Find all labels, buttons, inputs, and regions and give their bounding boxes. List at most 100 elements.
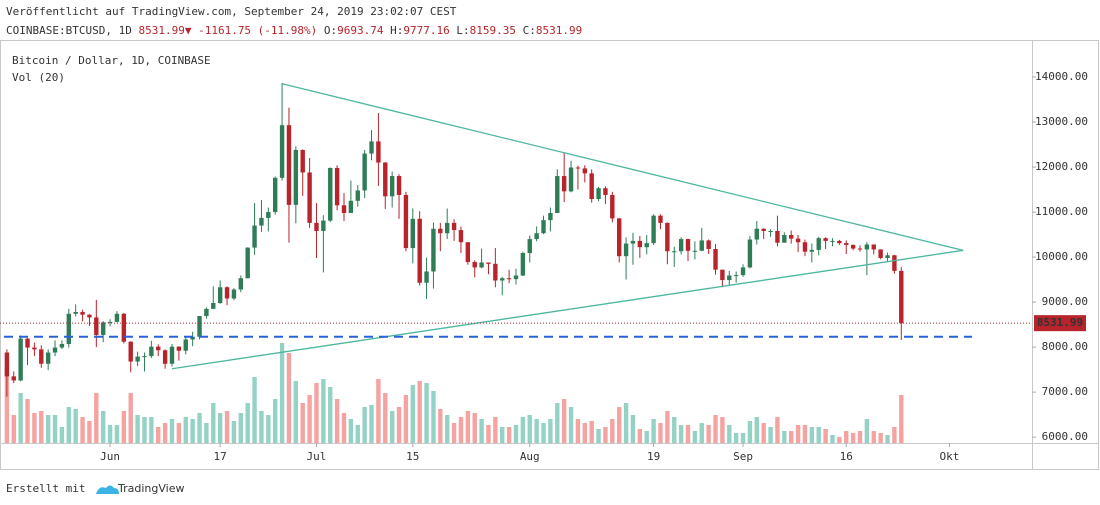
volume-bar xyxy=(555,403,560,443)
volume-bar xyxy=(162,423,168,443)
candle-body xyxy=(169,346,175,364)
candle-body xyxy=(279,125,285,178)
candle-body xyxy=(816,238,821,250)
volume-bar xyxy=(341,413,347,443)
volume-bar xyxy=(892,427,897,443)
candle-body xyxy=(101,322,106,335)
candle-body xyxy=(740,267,746,276)
y-tick-label: 9000.00 xyxy=(1042,295,1088,308)
volume-bar xyxy=(706,425,711,443)
candle-body xyxy=(197,316,202,337)
candle-body xyxy=(321,220,326,231)
volume-bar xyxy=(823,429,828,443)
candle-body xyxy=(857,248,863,250)
candle-body xyxy=(561,176,567,192)
candle-body xyxy=(582,168,587,174)
candle-body xyxy=(149,346,154,357)
volume-bar xyxy=(479,419,484,443)
candle-body xyxy=(73,312,78,314)
candle-body xyxy=(623,243,629,257)
volume-bar xyxy=(541,423,546,443)
x-tick-label: 19 xyxy=(647,450,660,463)
candle-body xyxy=(871,244,876,250)
candle-body xyxy=(11,376,16,381)
volume-bar xyxy=(176,423,182,443)
candle-body xyxy=(520,253,526,276)
y-tick-label: 6000.00 xyxy=(1042,430,1088,443)
volume-bar xyxy=(871,431,876,443)
volume-bar xyxy=(589,421,594,443)
y-tick-label: 8000.00 xyxy=(1042,340,1088,353)
y-tick-label: 11000.00 xyxy=(1035,205,1088,218)
volume-bar xyxy=(816,427,821,443)
volume-bar xyxy=(857,431,863,443)
candle-body xyxy=(369,141,374,154)
volume-bar xyxy=(899,395,904,443)
candle-body xyxy=(486,262,491,264)
candle-body xyxy=(142,356,147,358)
volume-bar xyxy=(169,419,175,443)
candle-body xyxy=(692,250,698,252)
volume-bar xyxy=(217,413,223,443)
candle-body xyxy=(286,125,292,205)
volume-bar xyxy=(506,427,512,443)
volume-bar xyxy=(266,415,271,443)
volume-bar xyxy=(273,399,278,443)
symbol-line: COINBASE:BTCUSD, 1D 8531.99▼ -1161.75 (-… xyxy=(6,24,582,37)
x-tick-label: 15 xyxy=(406,450,419,463)
volume-bar xyxy=(527,415,532,443)
logo-cloud xyxy=(96,485,119,494)
candle-body xyxy=(727,275,732,281)
volume-bar xyxy=(87,421,92,443)
candle-body xyxy=(431,228,436,272)
candle-body xyxy=(864,244,870,250)
brand-logo xyxy=(96,485,119,494)
volume-bar xyxy=(596,429,601,443)
volume-bar xyxy=(328,387,333,443)
volume-bar xyxy=(149,417,154,443)
volume-bar xyxy=(307,395,312,443)
candle-body xyxy=(25,338,30,348)
candle-body xyxy=(300,149,305,173)
candle-body xyxy=(307,172,312,223)
volume-bar xyxy=(431,391,436,443)
y-tick-label: 10000.00 xyxy=(1035,250,1088,263)
candle-body xyxy=(493,263,498,281)
volume-bar xyxy=(410,385,415,443)
candle-body xyxy=(472,262,477,268)
candle-body xyxy=(451,222,457,231)
volume-bar xyxy=(644,431,649,443)
x-tick-label: 16 xyxy=(840,450,853,463)
volume-bar xyxy=(142,417,147,443)
volume-bar xyxy=(279,343,285,443)
volume-bar xyxy=(672,417,677,443)
candle-body xyxy=(107,321,113,323)
high-value: 9777.16 xyxy=(403,24,449,37)
candle-body xyxy=(18,338,23,381)
volume-bar xyxy=(500,427,505,443)
volume-bar xyxy=(190,419,195,443)
candle-body xyxy=(479,262,484,268)
candle-body xyxy=(32,347,37,350)
volume-bar xyxy=(334,399,340,443)
candle-body xyxy=(809,249,815,252)
candle-body xyxy=(465,242,471,263)
change: -1161.75 (-11.98%) xyxy=(198,24,317,37)
volume-bar xyxy=(837,437,842,443)
volume-bar xyxy=(376,379,381,443)
volume-bar xyxy=(713,415,718,443)
volume-bar xyxy=(300,403,305,443)
volume-bar xyxy=(396,407,402,443)
candle-body xyxy=(211,302,216,309)
open-value: 9693.74 xyxy=(337,24,384,37)
candle-body xyxy=(334,167,340,206)
candle-body xyxy=(231,289,237,299)
candle-body xyxy=(782,235,787,243)
footer-brand[interactable]: TradingView xyxy=(117,482,184,495)
volume-bar xyxy=(114,425,120,443)
volume-bar xyxy=(493,417,498,443)
volume-bar xyxy=(782,431,787,443)
volume-bar xyxy=(252,377,257,443)
candle-body xyxy=(733,275,739,277)
y-tick-label: 14000.00 xyxy=(1035,70,1088,83)
